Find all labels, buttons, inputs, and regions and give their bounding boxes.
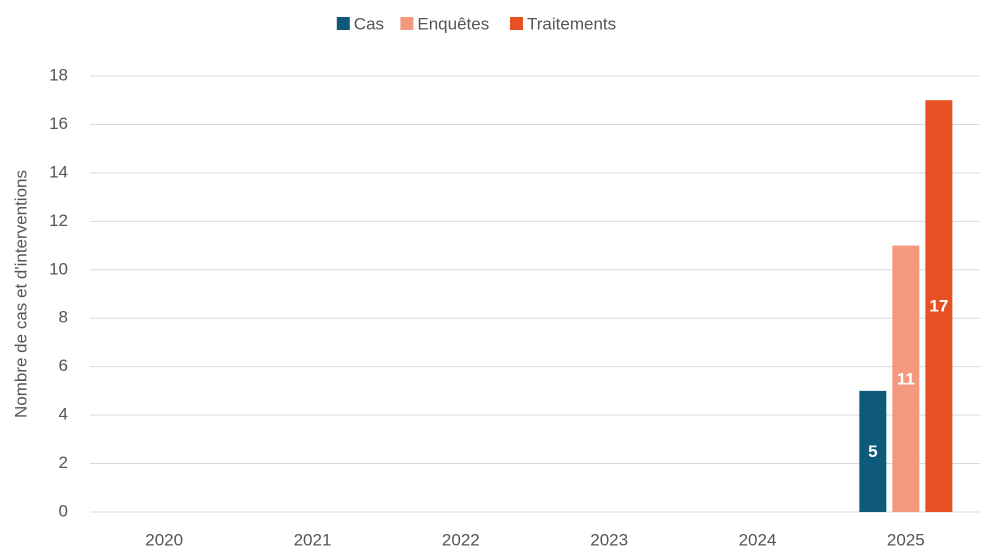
x-tick-label: 2020: [145, 530, 183, 549]
value-label: 17: [929, 297, 948, 316]
y-tick-label: 18: [49, 65, 68, 84]
bar: [925, 100, 953, 512]
y-tick-label: 6: [59, 356, 68, 375]
x-tick-label: 2024: [739, 530, 777, 549]
bar: [859, 390, 887, 512]
legend-swatch: [336, 17, 350, 30]
value-label: 11: [897, 369, 915, 388]
x-tick-label: 2022: [442, 530, 480, 549]
x-tick-label: 2025: [887, 530, 925, 549]
y-tick-label: 2: [59, 453, 68, 472]
y-tick-label: 16: [49, 114, 68, 133]
y-tick-label: 0: [59, 501, 68, 520]
y-tick-label: 8: [59, 308, 68, 327]
y-tick-label: 12: [49, 211, 68, 230]
value-label: 5: [868, 442, 877, 461]
y-tick-label: 14: [49, 162, 68, 181]
legend-swatch: [400, 17, 414, 30]
x-tick-label: 2023: [590, 530, 628, 549]
y-axis-label: Nombre de cas et d'interventions: [11, 170, 30, 418]
y-tick-label: 4: [59, 405, 68, 424]
x-tick-label: 2021: [294, 530, 332, 549]
y-tick-label: 10: [49, 259, 68, 278]
legend-swatch: [510, 17, 523, 30]
bar: [892, 245, 920, 513]
legend-label: Traitements: [527, 14, 616, 33]
legend-label: Cas: [354, 14, 384, 33]
legend-label: Enquêtes: [417, 14, 489, 33]
